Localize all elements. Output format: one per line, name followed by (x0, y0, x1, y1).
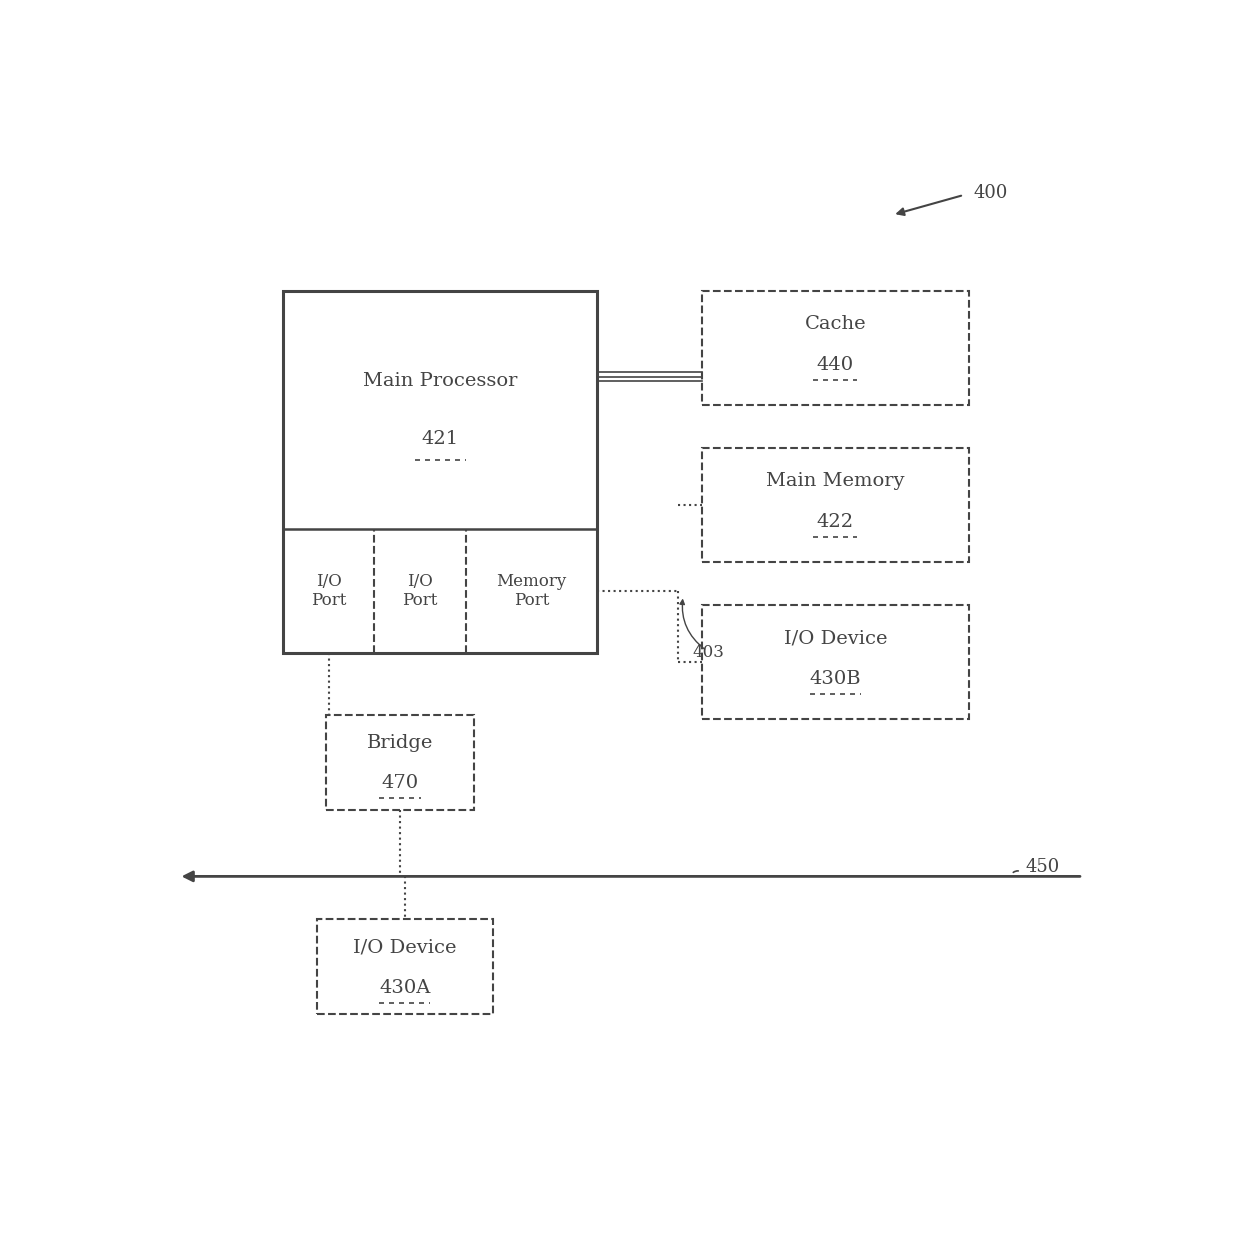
Text: Memory
Port: Memory Port (496, 572, 567, 609)
Text: I/O Device: I/O Device (353, 939, 456, 957)
Text: 440: 440 (817, 356, 854, 375)
Bar (326, 714, 474, 810)
Text: Bridge: Bridge (367, 734, 433, 753)
Text: I/O
Port: I/O Port (402, 572, 438, 609)
Text: Main Memory: Main Memory (766, 472, 905, 491)
Text: Main Processor: Main Processor (363, 372, 517, 391)
Text: 430A: 430A (379, 979, 430, 996)
Text: 450: 450 (1025, 858, 1060, 876)
Text: I/O
Port: I/O Port (311, 572, 347, 609)
Text: I/O Device: I/O Device (784, 629, 887, 648)
Text: 400: 400 (973, 184, 1008, 201)
Text: Cache: Cache (805, 315, 867, 334)
Text: 422: 422 (817, 513, 854, 531)
Text: 403: 403 (693, 644, 724, 661)
Text: 430B: 430B (810, 670, 861, 688)
Text: 470: 470 (382, 774, 419, 792)
Bar (284, 290, 598, 653)
Bar (702, 449, 968, 562)
Bar (702, 290, 968, 405)
Text: 421: 421 (422, 430, 459, 447)
Bar (316, 920, 492, 1015)
Bar (702, 606, 968, 719)
